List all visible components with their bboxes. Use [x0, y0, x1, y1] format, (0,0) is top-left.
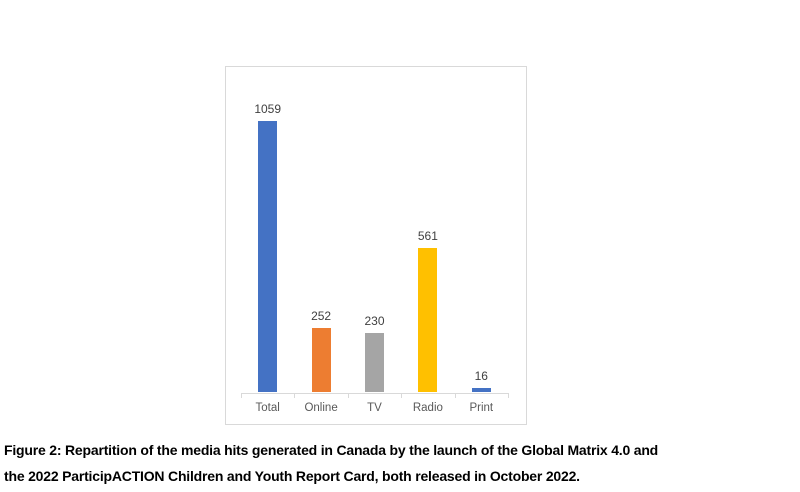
x-axis-tick	[401, 393, 403, 398]
value-label-radio: 561	[417, 229, 438, 243]
category-label-tv: TV	[367, 402, 382, 414]
category-label-online: Online	[304, 402, 338, 414]
value-label-online: 252	[311, 309, 332, 323]
bar-radio	[418, 248, 438, 392]
x-axis-tick	[454, 393, 456, 398]
x-axis-tick	[347, 393, 349, 398]
bar-tv	[365, 333, 384, 392]
x-axis-tick	[241, 393, 242, 398]
value-label-print: 16	[474, 369, 488, 383]
category-label-radio: Radio	[412, 402, 443, 414]
bar-online	[311, 328, 331, 392]
category-label-print: Print	[469, 402, 494, 414]
figure-caption-line-2: the 2022 ParticipACTION Children and You…	[4, 468, 580, 484]
x-axis-line	[241, 393, 508, 394]
figure-caption: Figure 2: Repartition of the media hits …	[4, 437, 800, 489]
bar-chart: 1059 Total 252 Online 230 TV 561 Radio 16 Print	[225, 66, 527, 425]
x-axis-tick	[508, 393, 509, 398]
value-label-total: 1059	[254, 102, 282, 116]
x-axis-tick	[294, 393, 296, 398]
bar-total	[258, 121, 278, 392]
value-label-tv: 230	[364, 314, 385, 328]
figure-caption-line-1: Figure 2: Repartition of the media hits …	[4, 442, 659, 458]
chart-plot-area: 1059 Total 252 Online 230 TV 561 Radio 16 Print	[226, 67, 526, 424]
bar-print	[471, 388, 491, 392]
category-label-total: Total	[255, 402, 280, 414]
